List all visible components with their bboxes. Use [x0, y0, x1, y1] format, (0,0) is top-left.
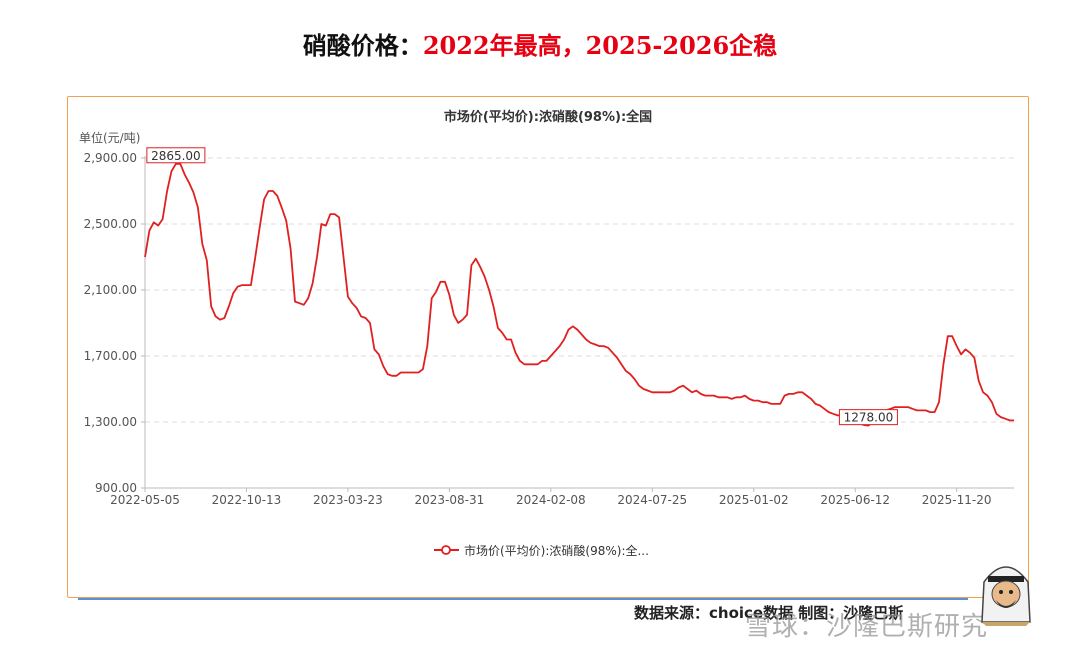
y-tick-label: 1,300.00	[84, 415, 137, 429]
y-axis-ticks: 900.00 1,300.00 1,700.00 2,100.00 2,500.00 2,…	[84, 151, 145, 495]
x-tick-label: 2023-03-23	[313, 493, 383, 507]
x-tick-label: 2025-06-12	[820, 493, 890, 507]
x-tick-label: 2023-08-31	[414, 493, 484, 507]
page-title-highlight: 2022年最高，2025-2026企稳	[422, 31, 778, 60]
page-title-prefix: 硝酸价格：	[302, 31, 423, 60]
source-credit: 数据来源：choice数据 制图：沙隆巴斯	[634, 604, 904, 622]
series-line-concentrated-nitric-acid	[144, 162, 1014, 427]
x-axis-ticks: 2022-05-05 2022-10-13 2023-03-23 2023-08-31…	[110, 488, 992, 507]
x-tick-label: 2022-10-13	[212, 493, 282, 507]
y-tick-label: 2,100.00	[84, 283, 137, 297]
x-tick-label: 2025-11-20	[922, 493, 992, 507]
legend-marker-icon	[441, 545, 451, 555]
x-tick-label: 2024-02-08	[516, 493, 586, 507]
legend[interactable]: 市场价(平均价):浓硝酸(98%):全...	[434, 543, 649, 558]
page-title: 硝酸价格：2022年最高，2025-2026企稳	[0, 26, 1080, 61]
grid-lines	[145, 157, 1014, 423]
annotation-label: 2865.00	[151, 149, 201, 163]
author-avatar-icon	[981, 566, 1031, 626]
x-tick-label: 2022-05-05	[110, 493, 180, 507]
x-tick-label: 2025-01-02	[719, 493, 789, 507]
data-annotations: 2865.00 1278.00	[146, 147, 898, 426]
line-chart: 市场价(平均价):浓硝酸(98%):全国 单位(元/吨) 900.00 1,300…	[79, 109, 1014, 558]
y-axis-unit-label: 单位(元/吨)	[79, 130, 140, 145]
chart-frame	[67, 96, 1029, 598]
annotation-box	[838, 409, 898, 426]
y-tick-label: 2,500.00	[84, 217, 137, 231]
watermark: 雪球：沙隆巴斯研究	[745, 612, 989, 642]
legend-label: 市场价(平均价):浓硝酸(98%):全...	[464, 543, 649, 558]
x-tick-label: 2024-07-25	[617, 493, 687, 507]
bottom-rule	[78, 598, 968, 600]
annotation-label: 1278.00	[844, 411, 894, 425]
chart-title: 市场价(平均价):浓硝酸(98%):全国	[444, 109, 652, 125]
annotation-box	[146, 147, 206, 164]
y-tick-label: 2,900.00	[84, 151, 137, 165]
y-tick-label: 900.00	[95, 481, 137, 495]
y-tick-label: 1,700.00	[84, 349, 137, 363]
